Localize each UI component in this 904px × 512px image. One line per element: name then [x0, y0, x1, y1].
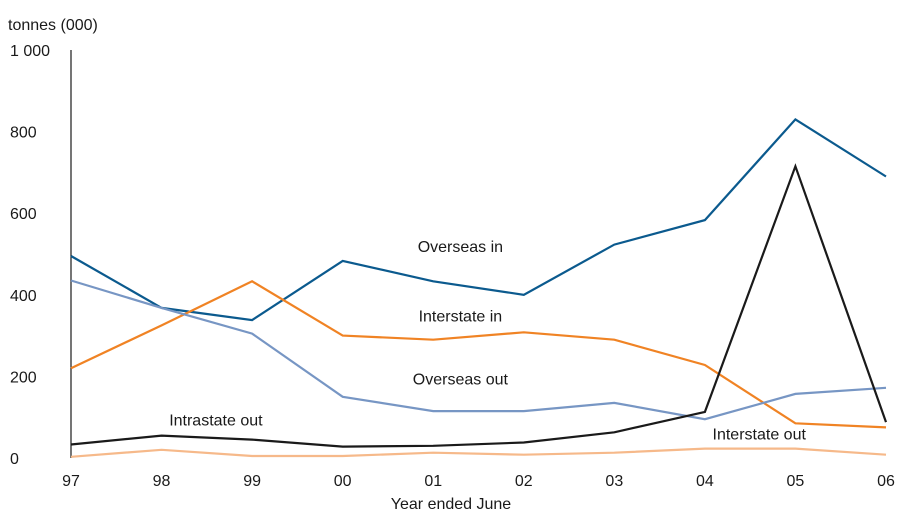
series-lines [70, 117, 888, 458]
series-labels: Overseas in Interstate in Overseas out Intr… [169, 239, 806, 444]
y-tick-label: 1 000 [10, 43, 50, 60]
x-tick-label: 05 [787, 473, 805, 490]
y-axis-ticks: 0 200 400 600 800 1 000 [10, 43, 50, 468]
y-tick-label: 400 [10, 288, 37, 305]
series-line-overseas-out [70, 279, 887, 421]
series-label-overseas-in: Overseas in [418, 239, 503, 256]
series-line-overseas-in [70, 117, 887, 322]
y-tick-label: 800 [10, 125, 37, 142]
y-tick-label: 0 [10, 451, 19, 468]
series-line-interstate-out [70, 447, 887, 458]
y-axis-title: tonnes (000) [8, 17, 98, 34]
series-label-intrastate-out: Intrastate out [169, 412, 263, 429]
x-tick-label: 00 [334, 473, 352, 490]
series-label-interstate-in: Interstate in [419, 308, 503, 325]
x-tick-label: 01 [424, 473, 442, 490]
x-axis-title: Year ended June [391, 496, 512, 512]
x-tick-label: 04 [696, 473, 714, 490]
series-label-overseas-out: Overseas out [413, 372, 509, 389]
x-tick-label: 98 [153, 473, 171, 490]
series-line-interstate-in [70, 280, 887, 429]
series-label-interstate-out: Interstate out [713, 427, 807, 444]
x-tick-label: 02 [515, 473, 533, 490]
x-tick-label: 03 [605, 473, 623, 490]
x-tick-label: 06 [877, 473, 895, 490]
y-tick-label: 200 [10, 369, 37, 386]
x-axis-ticks: 97 98 99 00 01 02 03 04 05 06 [62, 473, 895, 490]
x-tick-label: 97 [62, 473, 80, 490]
series-line-intrastate-out [70, 163, 888, 448]
x-tick-label: 99 [243, 473, 261, 490]
y-tick-label: 600 [10, 206, 37, 223]
